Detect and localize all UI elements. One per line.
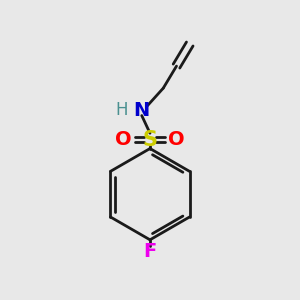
- Text: F: F: [143, 242, 157, 261]
- Text: S: S: [142, 130, 158, 150]
- Text: O: O: [115, 130, 132, 149]
- Text: N: N: [134, 101, 150, 120]
- Text: H: H: [116, 101, 128, 119]
- Text: O: O: [168, 130, 185, 149]
